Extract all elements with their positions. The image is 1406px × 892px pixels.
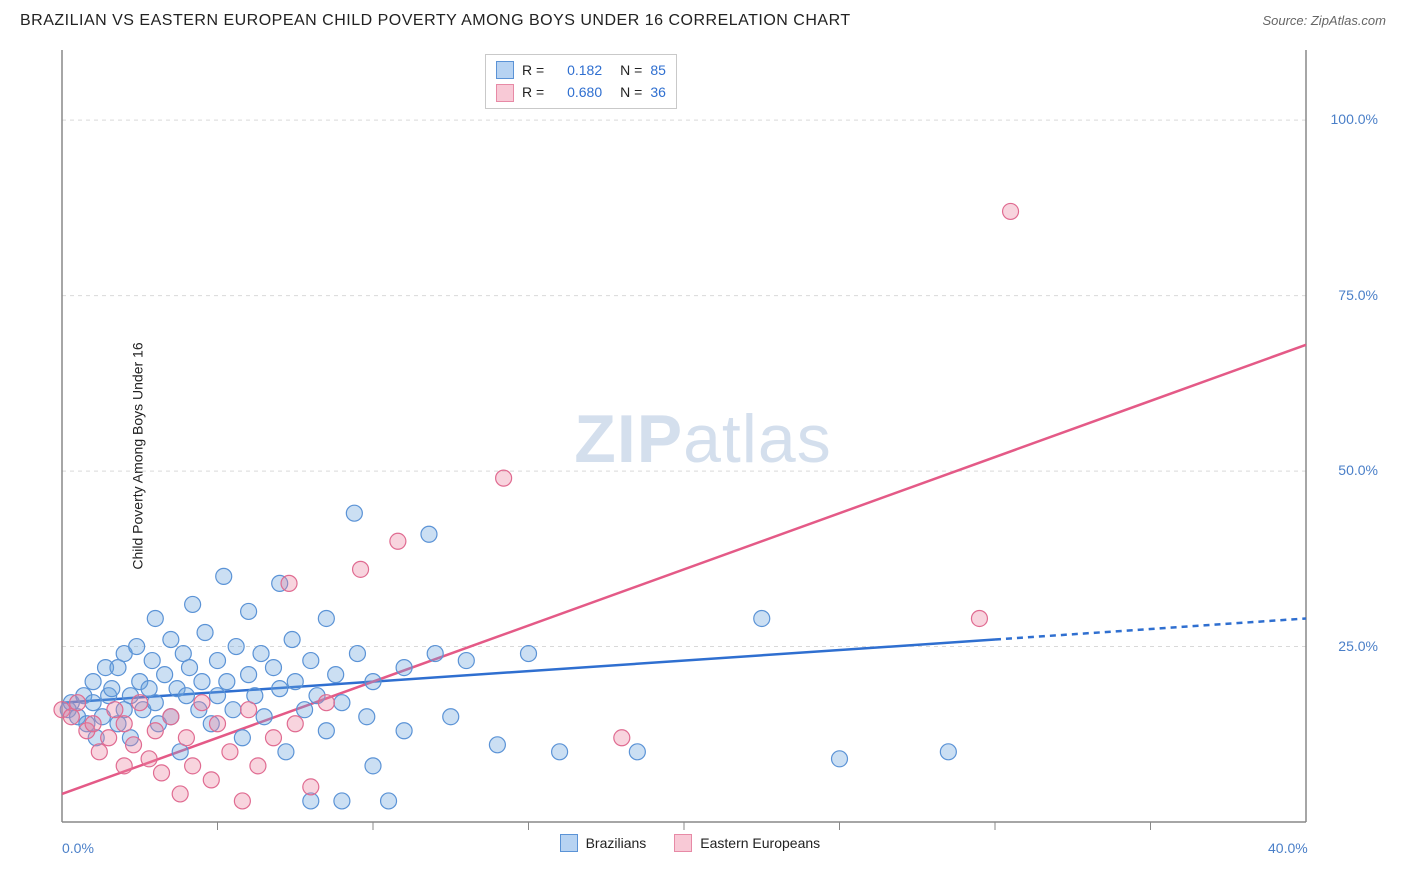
stats-row: R =0.182N =85 bbox=[496, 59, 666, 81]
series-swatch bbox=[496, 61, 514, 79]
y-tick-label: 100.0% bbox=[1331, 111, 1378, 127]
x-tick-label: 40.0% bbox=[1268, 840, 1308, 856]
chart-title: BRAZILIAN VS EASTERN EUROPEAN CHILD POVE… bbox=[20, 12, 851, 30]
y-tick-label: 25.0% bbox=[1338, 638, 1378, 654]
y-tick-label: 50.0% bbox=[1338, 462, 1378, 478]
series-swatch bbox=[560, 834, 578, 852]
legend-item: Brazilians bbox=[560, 834, 647, 852]
legend: Brazilians Eastern Europeans bbox=[560, 834, 821, 852]
x-tick-label: 0.0% bbox=[62, 840, 94, 856]
scatter-plot-svg bbox=[20, 40, 1386, 872]
legend-item: Eastern Europeans bbox=[674, 834, 820, 852]
y-tick-label: 75.0% bbox=[1338, 287, 1378, 303]
correlation-stats-box: R =0.182N =85R =0.680N =36 bbox=[485, 54, 677, 109]
y-axis-label: Child Poverty Among Boys Under 16 bbox=[130, 342, 146, 569]
series-swatch bbox=[496, 84, 514, 102]
series-swatch bbox=[674, 834, 692, 852]
source-attribution: Source: ZipAtlas.com bbox=[1262, 13, 1386, 28]
chart-area: Child Poverty Among Boys Under 16 ZIPatl… bbox=[20, 40, 1386, 872]
stats-row: R =0.680N =36 bbox=[496, 81, 666, 103]
